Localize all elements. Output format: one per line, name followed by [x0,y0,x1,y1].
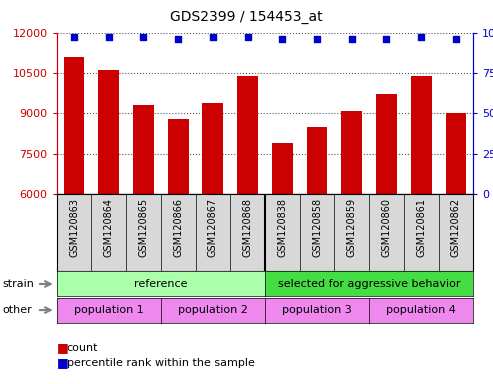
Text: population 2: population 2 [178,305,248,315]
Point [279,36,286,42]
Text: strain: strain [2,279,35,289]
Bar [168,119,189,355]
Text: population 1: population 1 [74,305,143,315]
Text: reference: reference [134,279,188,289]
Text: GSM120858: GSM120858 [312,198,322,257]
Point [244,35,251,41]
Text: ■: ■ [57,356,69,369]
Text: GSM120859: GSM120859 [347,198,357,257]
Point [452,36,460,42]
Bar [64,57,84,355]
Point [70,35,78,41]
Point [105,35,113,41]
Text: GSM120868: GSM120868 [243,198,252,257]
Text: GSM120838: GSM120838 [278,198,287,257]
Bar [98,70,119,355]
Point [140,35,147,41]
Text: population 4: population 4 [387,305,456,315]
Text: selected for aggressive behavior: selected for aggressive behavior [278,279,460,289]
Bar [272,143,293,355]
Text: GSM120863: GSM120863 [69,198,79,257]
Text: GSM120860: GSM120860 [382,198,391,257]
Point [313,36,321,42]
Text: other: other [2,305,32,315]
Bar [376,94,397,355]
Text: GSM120866: GSM120866 [173,198,183,257]
Bar [133,105,154,355]
Point [209,35,217,41]
Bar [237,76,258,355]
Point [383,36,390,42]
Text: ■: ■ [57,341,69,354]
Point [417,35,425,41]
Text: GSM120864: GSM120864 [104,198,114,257]
Text: percentile rank within the sample: percentile rank within the sample [67,358,254,368]
Text: GSM120861: GSM120861 [416,198,426,257]
Bar [307,127,327,355]
Text: GSM120867: GSM120867 [208,198,218,257]
Bar [203,103,223,355]
Text: GSM120862: GSM120862 [451,198,461,257]
Bar [446,113,466,355]
Bar [341,111,362,355]
Text: population 3: population 3 [282,305,352,315]
Text: GDS2399 / 154453_at: GDS2399 / 154453_at [170,10,323,23]
Text: count: count [67,343,98,353]
Bar [411,76,431,355]
Text: GSM120865: GSM120865 [139,198,148,257]
Point [174,36,182,42]
Point [348,36,356,42]
